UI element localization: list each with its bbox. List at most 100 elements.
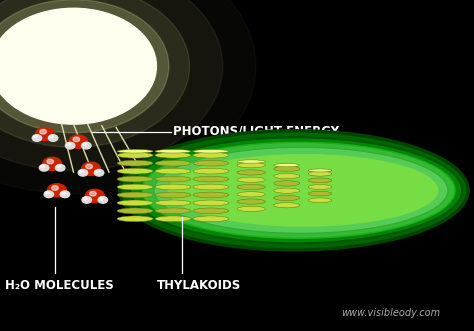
- Circle shape: [60, 191, 70, 198]
- Circle shape: [0, 8, 156, 124]
- Circle shape: [41, 165, 45, 168]
- Circle shape: [69, 135, 88, 148]
- Circle shape: [47, 159, 54, 164]
- Ellipse shape: [155, 150, 191, 153]
- Ellipse shape: [193, 160, 229, 166]
- Ellipse shape: [154, 147, 448, 233]
- Circle shape: [82, 142, 91, 149]
- Ellipse shape: [308, 198, 332, 203]
- Text: www.visibleody.com: www.visibleody.com: [341, 308, 440, 318]
- Circle shape: [82, 197, 91, 203]
- Ellipse shape: [117, 208, 153, 214]
- Ellipse shape: [168, 154, 438, 227]
- Ellipse shape: [117, 168, 153, 174]
- Ellipse shape: [130, 137, 462, 243]
- Circle shape: [85, 189, 104, 203]
- Circle shape: [67, 143, 71, 146]
- Ellipse shape: [193, 208, 229, 214]
- Circle shape: [32, 135, 42, 141]
- Ellipse shape: [193, 150, 229, 153]
- Ellipse shape: [155, 176, 191, 182]
- Ellipse shape: [237, 206, 265, 212]
- Ellipse shape: [273, 181, 300, 186]
- Circle shape: [47, 184, 66, 197]
- Circle shape: [39, 165, 49, 171]
- Circle shape: [0, 0, 190, 147]
- Circle shape: [80, 170, 83, 173]
- Ellipse shape: [237, 192, 265, 197]
- Ellipse shape: [193, 184, 229, 190]
- Ellipse shape: [308, 191, 332, 196]
- Circle shape: [96, 170, 100, 173]
- Ellipse shape: [193, 192, 229, 198]
- Circle shape: [57, 165, 61, 168]
- Circle shape: [82, 162, 100, 175]
- Ellipse shape: [273, 195, 300, 201]
- Ellipse shape: [155, 208, 191, 214]
- Circle shape: [34, 135, 37, 138]
- Circle shape: [55, 165, 65, 171]
- Ellipse shape: [117, 192, 153, 198]
- Circle shape: [48, 135, 58, 141]
- Ellipse shape: [155, 216, 191, 222]
- Circle shape: [83, 143, 87, 146]
- Ellipse shape: [117, 216, 153, 222]
- Text: PHOTONS/LIGHT ENERGY: PHOTONS/LIGHT ENERGY: [173, 124, 339, 137]
- Ellipse shape: [308, 178, 332, 183]
- Ellipse shape: [193, 216, 229, 222]
- Ellipse shape: [193, 200, 229, 206]
- Ellipse shape: [193, 152, 229, 158]
- Circle shape: [94, 169, 104, 176]
- Ellipse shape: [237, 199, 265, 204]
- Circle shape: [86, 164, 92, 169]
- Ellipse shape: [237, 163, 265, 168]
- Circle shape: [36, 127, 55, 141]
- Ellipse shape: [117, 152, 153, 158]
- Ellipse shape: [273, 188, 300, 193]
- Circle shape: [73, 137, 80, 142]
- Circle shape: [0, 0, 223, 170]
- Ellipse shape: [193, 168, 229, 174]
- Ellipse shape: [237, 170, 265, 175]
- Circle shape: [98, 197, 108, 203]
- Ellipse shape: [155, 168, 191, 174]
- Circle shape: [78, 169, 88, 176]
- Ellipse shape: [273, 166, 300, 171]
- Circle shape: [46, 192, 49, 194]
- Ellipse shape: [155, 184, 191, 190]
- Ellipse shape: [308, 171, 332, 176]
- Text: H₂O MOLECULES: H₂O MOLECULES: [5, 279, 113, 292]
- Ellipse shape: [117, 150, 153, 153]
- Ellipse shape: [237, 177, 265, 182]
- Ellipse shape: [155, 200, 191, 206]
- Circle shape: [100, 197, 103, 200]
- Circle shape: [52, 186, 58, 190]
- Ellipse shape: [155, 160, 191, 166]
- Circle shape: [50, 135, 54, 138]
- Circle shape: [62, 192, 65, 194]
- Ellipse shape: [237, 184, 265, 190]
- Ellipse shape: [119, 131, 468, 250]
- Ellipse shape: [117, 160, 153, 166]
- Ellipse shape: [308, 169, 332, 172]
- Circle shape: [83, 197, 87, 200]
- Circle shape: [0, 0, 169, 133]
- Circle shape: [43, 157, 62, 170]
- Ellipse shape: [308, 185, 332, 189]
- Ellipse shape: [117, 200, 153, 206]
- Circle shape: [44, 191, 54, 198]
- Ellipse shape: [155, 192, 191, 198]
- Ellipse shape: [155, 152, 191, 158]
- Ellipse shape: [117, 184, 153, 190]
- Ellipse shape: [273, 164, 300, 167]
- Ellipse shape: [193, 176, 229, 182]
- Ellipse shape: [142, 142, 455, 238]
- Ellipse shape: [117, 176, 153, 182]
- Text: THYLAKOIDS: THYLAKOIDS: [156, 279, 241, 292]
- Ellipse shape: [273, 173, 300, 179]
- Ellipse shape: [237, 160, 265, 163]
- Circle shape: [90, 191, 96, 196]
- Circle shape: [40, 129, 46, 134]
- Circle shape: [65, 142, 75, 149]
- Ellipse shape: [273, 203, 300, 208]
